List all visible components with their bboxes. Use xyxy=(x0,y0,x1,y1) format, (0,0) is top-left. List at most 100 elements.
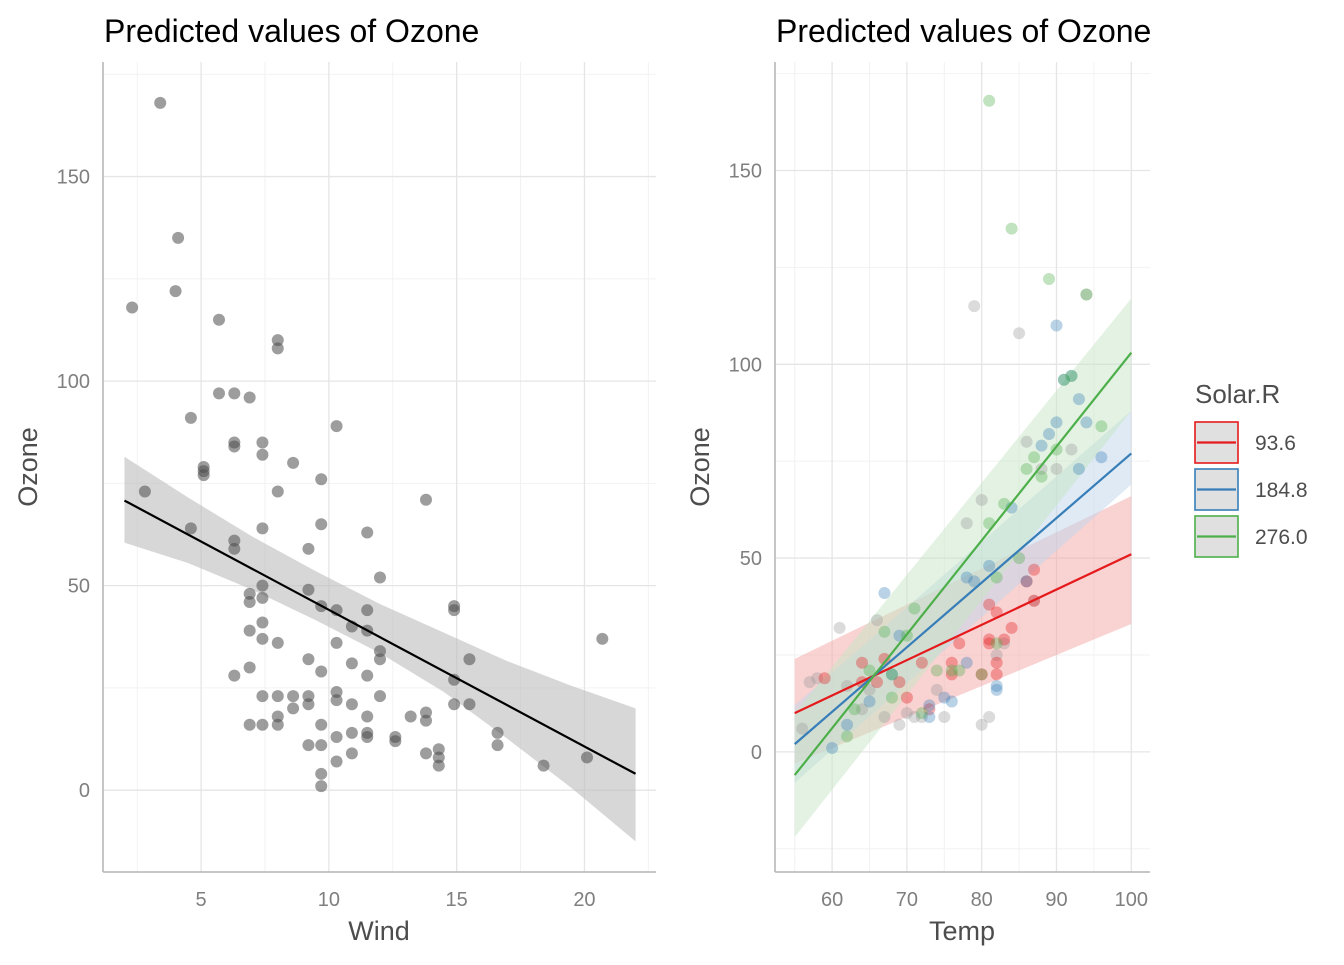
left-data-point xyxy=(228,542,241,555)
right-data-point xyxy=(811,672,824,685)
right-data-point xyxy=(998,637,1011,650)
left-data-point xyxy=(271,690,284,703)
right-data-point xyxy=(990,637,1003,650)
right-data-point xyxy=(878,652,891,665)
right-y-tick-label: 150 xyxy=(729,161,762,183)
right-data-point xyxy=(818,672,831,685)
left-x-tick-label: 10 xyxy=(318,889,340,911)
right-data-point xyxy=(856,703,869,716)
left-data-point xyxy=(256,448,269,461)
right-data-point xyxy=(885,668,898,681)
right-x-tick-label: 90 xyxy=(1045,889,1067,911)
right-ci-band-2 xyxy=(794,298,1132,838)
right-data-point xyxy=(945,668,958,681)
left-data-point xyxy=(315,780,328,793)
left-data-point xyxy=(374,571,386,584)
right-data-point xyxy=(990,648,1003,661)
right-data-point xyxy=(893,718,906,731)
right-fit-lines xyxy=(793,351,1133,776)
right-data-point xyxy=(870,676,883,689)
legend-label: 276.0 xyxy=(1255,526,1308,549)
left-data-point xyxy=(361,526,374,539)
right-data-point xyxy=(885,691,898,704)
right-data-point xyxy=(983,559,996,572)
left-data-point xyxy=(243,661,256,674)
right-data-point xyxy=(1072,393,1085,406)
left-data-point xyxy=(537,759,550,772)
right-data-point xyxy=(1035,439,1048,452)
right-data-point xyxy=(796,722,809,735)
left-data-point xyxy=(271,485,284,498)
left-data-point xyxy=(256,522,269,535)
left-data-point xyxy=(448,698,461,711)
left-data-point xyxy=(432,759,445,772)
left-chart-title: Predicted values of Ozone xyxy=(104,13,479,49)
right-data-point xyxy=(1005,222,1018,235)
left-data-point xyxy=(596,632,609,645)
right-data-point xyxy=(945,695,958,708)
left-data-point xyxy=(420,493,432,506)
right-x-tick-label: 100 xyxy=(1115,889,1148,911)
left-data-point xyxy=(330,694,343,707)
left-data-point xyxy=(256,718,269,731)
left-data-point xyxy=(213,387,225,400)
right-data-point xyxy=(915,656,928,669)
right-data-point xyxy=(968,575,981,588)
left-data-point xyxy=(256,632,269,645)
right-data-point xyxy=(938,710,951,723)
left-data-point xyxy=(420,714,432,727)
right-data-point xyxy=(1080,288,1093,301)
legend-entries: 93.6 184.8 276.0 xyxy=(1194,421,1308,558)
left-data-point xyxy=(256,690,269,703)
left-data-point xyxy=(345,726,358,739)
left-data-point xyxy=(184,411,197,424)
left-y-tick-label: 50 xyxy=(68,576,90,598)
left-x-tick-label: 20 xyxy=(573,889,595,911)
right-regression-line-0 xyxy=(794,553,1132,715)
right-data-point xyxy=(1057,373,1070,386)
left-data-point xyxy=(361,604,374,617)
right-data-point xyxy=(975,668,988,681)
right-data-point xyxy=(908,602,921,615)
right-data-point xyxy=(870,614,883,627)
left-data-point xyxy=(228,669,241,682)
left-data-point xyxy=(330,731,343,743)
right-data-point xyxy=(923,703,936,716)
right-data-point xyxy=(945,656,958,669)
right-data-point xyxy=(856,656,869,669)
legend-entry: 276.0 xyxy=(1194,515,1308,558)
right-data-point xyxy=(1050,462,1063,475)
left-data-point xyxy=(491,739,504,752)
right-data-point xyxy=(990,683,1003,696)
right-data-point xyxy=(885,668,898,681)
left-data-point xyxy=(463,653,476,666)
left-data-point xyxy=(243,596,256,608)
left-data-point xyxy=(302,698,315,711)
right-data-point xyxy=(945,664,958,677)
right-data-point xyxy=(983,633,996,646)
right-data-point xyxy=(1043,428,1056,441)
left-fit-line xyxy=(123,499,637,775)
right-y-tick-label: 50 xyxy=(740,548,762,570)
left-data-point xyxy=(172,231,185,244)
right-data-point xyxy=(1072,462,1085,475)
right-data-point xyxy=(1020,462,1033,475)
left-data-point xyxy=(138,485,151,498)
left-data-point xyxy=(581,751,593,764)
right-data-point xyxy=(803,676,816,689)
left-data-point xyxy=(271,342,284,355)
left-data-point xyxy=(330,755,343,768)
right-data-point xyxy=(1020,575,1033,588)
right-data-point xyxy=(998,633,1011,646)
right-data-point xyxy=(938,691,951,704)
left-data-point xyxy=(169,285,182,298)
left-data-point xyxy=(315,739,328,752)
left-data-point xyxy=(302,653,315,666)
right-data-point xyxy=(1028,451,1041,464)
right-data-point xyxy=(930,664,943,677)
right-data-point xyxy=(1065,443,1078,456)
right-data-point xyxy=(983,94,996,107)
right-ci-bands xyxy=(794,298,1132,838)
left-y-axis-label: Ozone xyxy=(13,427,43,507)
